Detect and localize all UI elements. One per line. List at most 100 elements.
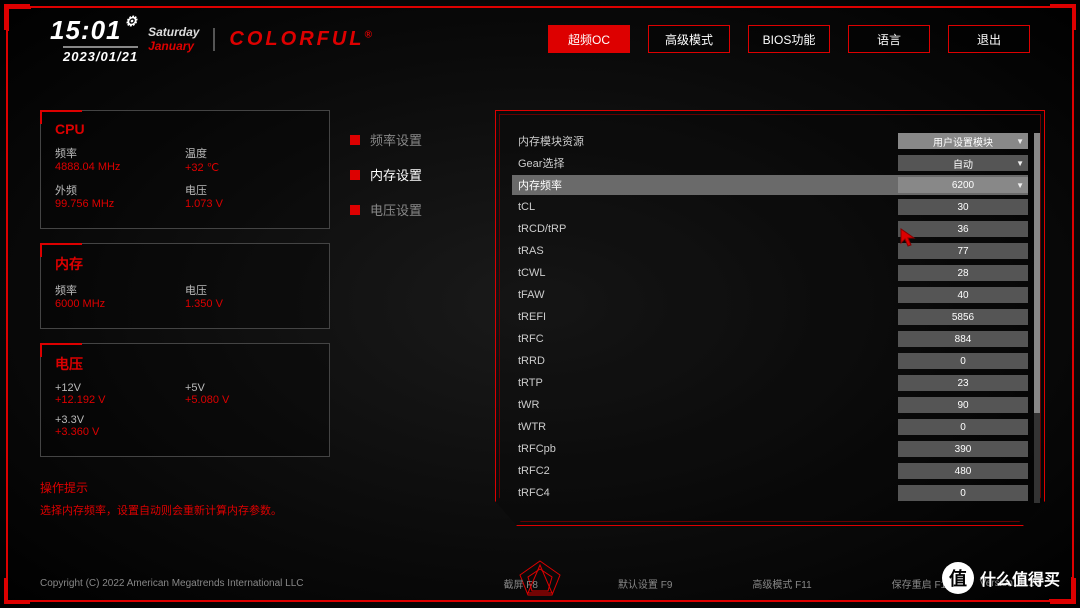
- voltage-panel: 电压 +12V +12.192 V +5V +5.080 V +3.3V +3.…: [40, 343, 330, 457]
- fkey-hints: 截屏 F8默认设置 F9高级模式 F11保存重启 F10: [503, 576, 951, 591]
- cpu-temp-value: +32 ℃: [185, 161, 315, 174]
- setting-row-11[interactable]: tRTP23: [512, 373, 1028, 393]
- setting-row-10[interactable]: tRRD0: [512, 351, 1028, 371]
- setting-value[interactable]: 0: [898, 353, 1028, 369]
- setting-key: 内存频率: [512, 177, 898, 193]
- day-of-week: Saturday: [148, 25, 199, 39]
- setting-value[interactable]: 480: [898, 463, 1028, 479]
- memory-panel-title: 内存: [55, 254, 315, 274]
- top-nav: 超频OC 高级模式 BIOS功能语言退出: [548, 25, 1030, 53]
- category-label: 频率设置: [370, 130, 422, 149]
- setting-row-13[interactable]: tWTR0: [512, 417, 1028, 437]
- v5-label: +5V: [185, 382, 315, 394]
- setting-value[interactable]: 自动: [898, 155, 1028, 171]
- setting-value[interactable]: 77: [898, 243, 1028, 259]
- clock-date: 2023/01/21: [63, 46, 138, 64]
- memory-panel: 内存 频率 6000 MHz 电压 1.350 V: [40, 243, 330, 329]
- setting-row-1[interactable]: Gear选择自动: [512, 153, 1028, 173]
- settings-list: 内存模块资源用户设置模块Gear选择自动内存频率6200tCL30tRCD/tR…: [512, 131, 1028, 505]
- fkey-0: 截屏 F8: [503, 576, 537, 591]
- watermark: 值 什么值得买: [942, 562, 1060, 594]
- hint-title: 操作提示: [40, 479, 330, 496]
- scrollbar-thumb[interactable]: [1034, 133, 1040, 413]
- voltage-panel-title: 电压: [55, 354, 315, 374]
- hint-box: 操作提示 选择内存频率，设置自动则会重新计算内存参数。: [40, 479, 330, 518]
- cpu-temp-label: 温度: [185, 145, 315, 161]
- setting-value[interactable]: 90: [898, 397, 1028, 413]
- setting-row-2[interactable]: 内存频率6200: [512, 175, 1028, 195]
- setting-row-5[interactable]: tRAS77: [512, 241, 1028, 261]
- setting-row-14[interactable]: tRFCpb390: [512, 439, 1028, 459]
- setting-value[interactable]: 884: [898, 331, 1028, 347]
- topnav-2[interactable]: BIOS功能: [748, 25, 830, 53]
- cpu-panel: CPU 频率 4888.04 MHz 温度 +32 ℃ 外频 99.756 MH…: [40, 110, 330, 229]
- setting-value[interactable]: 40: [898, 287, 1028, 303]
- setting-key: 内存模块资源: [512, 133, 898, 149]
- category-list: 频率设置内存设置电压设置: [350, 130, 490, 219]
- setting-row-3[interactable]: tCL30: [512, 197, 1028, 217]
- topnav-4[interactable]: 退出: [948, 25, 1030, 53]
- setting-row-8[interactable]: tREFI5856: [512, 307, 1028, 327]
- setting-value[interactable]: 36: [898, 221, 1028, 237]
- mem-volt-label: 电压: [185, 282, 315, 298]
- cpu-bclk-value: 99.756 MHz: [55, 198, 185, 210]
- topnav-3[interactable]: 语言: [848, 25, 930, 53]
- setting-row-9[interactable]: tRFC884: [512, 329, 1028, 349]
- left-info-column: CPU 频率 4888.04 MHz 温度 +32 ℃ 外频 99.756 MH…: [40, 110, 330, 518]
- scrollbar[interactable]: [1034, 133, 1040, 503]
- setting-key: tRRD: [512, 355, 898, 367]
- footer: Copyright (C) 2022 American Megatrends I…: [40, 568, 1040, 598]
- setting-row-16[interactable]: tRFC40: [512, 483, 1028, 503]
- mem-freq-label: 频率: [55, 282, 185, 298]
- setting-value[interactable]: 用户设置模块: [898, 133, 1028, 149]
- setting-row-0[interactable]: 内存模块资源用户设置模块: [512, 131, 1028, 151]
- hint-text: 选择内存频率，设置自动则会重新计算内存参数。: [40, 502, 330, 518]
- mem-volt-value: 1.350 V: [185, 298, 315, 310]
- cpu-volt-value: 1.073 V: [185, 198, 315, 210]
- gear-icon: ⚙: [125, 13, 139, 30]
- setting-value[interactable]: 28: [898, 265, 1028, 281]
- setting-key: tRFCpb: [512, 443, 898, 455]
- setting-value[interactable]: 390: [898, 441, 1028, 457]
- clock: 15:01⚙ 2023/01/21: [50, 15, 138, 64]
- setting-key: tFAW: [512, 289, 898, 301]
- setting-value[interactable]: 30: [898, 199, 1028, 215]
- brand-logo: COLORFUL®: [213, 28, 374, 51]
- setting-key: Gear选择: [512, 155, 898, 171]
- square-icon: [350, 205, 360, 215]
- clock-time: 15:01: [50, 15, 122, 46]
- category-0[interactable]: 频率设置: [350, 130, 490, 149]
- category-1[interactable]: 内存设置: [350, 165, 490, 184]
- fkey-2: 高级模式 F11: [752, 576, 811, 591]
- setting-row-4[interactable]: tRCD/tRP36: [512, 219, 1028, 239]
- cpu-bclk-label: 外频: [55, 182, 185, 198]
- fkey-1: 默认设置 F9: [618, 576, 672, 591]
- setting-key: tREFI: [512, 311, 898, 323]
- setting-value[interactable]: 23: [898, 375, 1028, 391]
- setting-value[interactable]: 0: [898, 419, 1028, 435]
- topnav-1[interactable]: 高级模式: [648, 25, 730, 53]
- setting-key: tRFC4: [512, 487, 898, 499]
- setting-value[interactable]: 0: [898, 485, 1028, 501]
- v12-label: +12V: [55, 382, 185, 394]
- setting-row-15[interactable]: tRFC2480: [512, 461, 1028, 481]
- setting-value[interactable]: 5856: [898, 309, 1028, 325]
- setting-row-6[interactable]: tCWL28: [512, 263, 1028, 283]
- setting-key: tRFC: [512, 333, 898, 345]
- setting-key: tCL: [512, 201, 898, 213]
- setting-row-12[interactable]: tWR90: [512, 395, 1028, 415]
- day-block: Saturday January: [148, 25, 199, 53]
- frame-corner: [4, 4, 30, 30]
- topnav-0[interactable]: 超频OC: [548, 25, 630, 53]
- header: 15:01⚙ 2023/01/21 Saturday January COLOR…: [50, 14, 1030, 64]
- category-label: 内存设置: [370, 165, 422, 184]
- setting-row-7[interactable]: tFAW40: [512, 285, 1028, 305]
- setting-key: tCWL: [512, 267, 898, 279]
- category-2[interactable]: 电压设置: [350, 200, 490, 219]
- category-label: 电压设置: [370, 200, 422, 219]
- setting-value[interactable]: 6200: [898, 177, 1028, 193]
- cpu-freq-value: 4888.04 MHz: [55, 161, 185, 173]
- cpu-freq-label: 频率: [55, 145, 185, 161]
- cpu-panel-title: CPU: [55, 121, 315, 137]
- watermark-text: 什么值得买: [980, 566, 1060, 590]
